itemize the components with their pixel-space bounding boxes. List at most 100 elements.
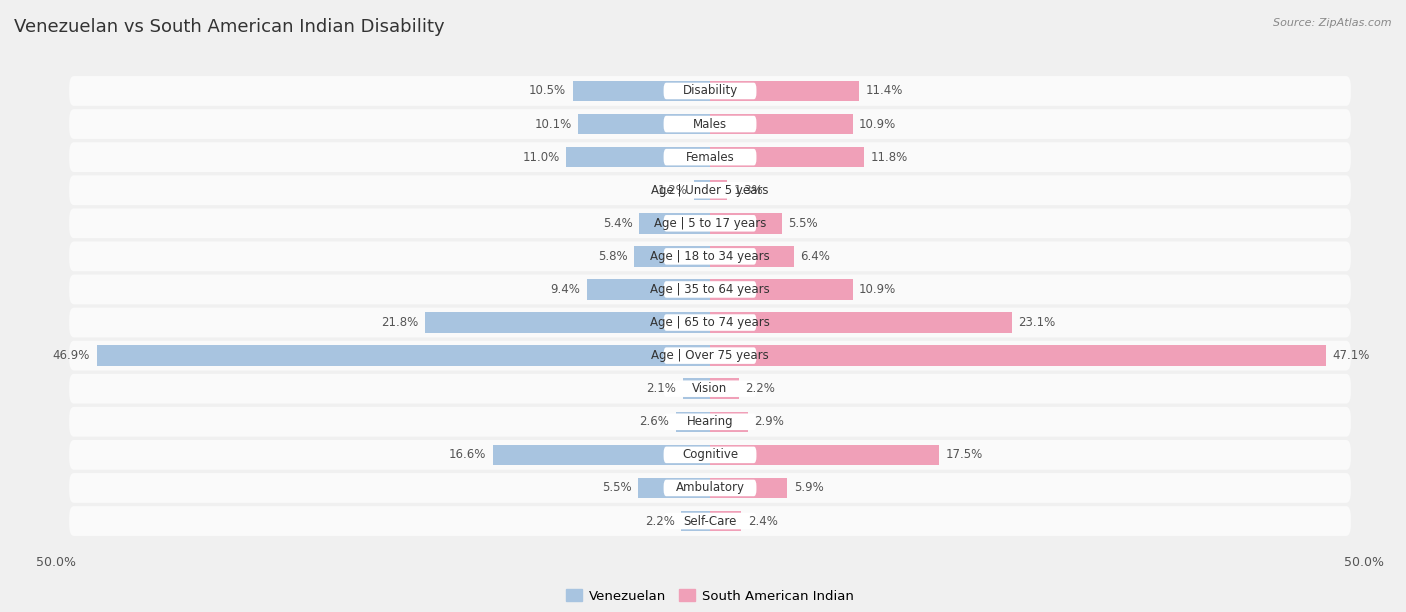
Text: 5.4%: 5.4% <box>603 217 633 230</box>
FancyBboxPatch shape <box>664 381 756 397</box>
Bar <box>494 444 710 465</box>
Bar <box>676 411 710 432</box>
Text: Vision: Vision <box>692 382 728 395</box>
Bar <box>425 312 710 333</box>
FancyBboxPatch shape <box>664 348 756 364</box>
Text: 5.8%: 5.8% <box>598 250 627 263</box>
Text: Self-Care: Self-Care <box>683 515 737 528</box>
Text: Venezuelan vs South American Indian Disability: Venezuelan vs South American Indian Disa… <box>14 18 444 36</box>
Text: 2.2%: 2.2% <box>745 382 775 395</box>
Text: 6.4%: 6.4% <box>800 250 830 263</box>
FancyBboxPatch shape <box>69 473 1351 503</box>
Bar <box>640 213 710 234</box>
FancyBboxPatch shape <box>69 374 1351 403</box>
Bar <box>710 378 738 399</box>
FancyBboxPatch shape <box>664 513 756 529</box>
Text: Females: Females <box>686 151 734 163</box>
Text: Age | 65 to 74 years: Age | 65 to 74 years <box>650 316 770 329</box>
FancyBboxPatch shape <box>664 315 756 331</box>
Bar <box>567 147 710 168</box>
FancyBboxPatch shape <box>69 506 1351 536</box>
Bar <box>695 180 710 201</box>
FancyBboxPatch shape <box>69 341 1351 370</box>
Text: Age | 35 to 64 years: Age | 35 to 64 years <box>650 283 770 296</box>
Bar <box>710 213 782 234</box>
Text: 17.5%: 17.5% <box>945 449 983 461</box>
Text: Males: Males <box>693 118 727 130</box>
Text: Age | 18 to 34 years: Age | 18 to 34 years <box>650 250 770 263</box>
Text: 2.9%: 2.9% <box>755 416 785 428</box>
Text: 2.2%: 2.2% <box>645 515 675 528</box>
Text: Source: ZipAtlas.com: Source: ZipAtlas.com <box>1274 18 1392 28</box>
Text: 5.5%: 5.5% <box>602 482 631 494</box>
Bar <box>710 511 741 531</box>
Bar <box>634 246 710 267</box>
Text: 9.4%: 9.4% <box>551 283 581 296</box>
FancyBboxPatch shape <box>664 116 756 132</box>
Bar <box>710 81 859 101</box>
Bar <box>682 378 710 399</box>
Text: Ambulatory: Ambulatory <box>675 482 745 494</box>
FancyBboxPatch shape <box>664 281 756 297</box>
Bar <box>710 312 1012 333</box>
Text: Cognitive: Cognitive <box>682 449 738 461</box>
FancyBboxPatch shape <box>69 440 1351 470</box>
Text: 2.6%: 2.6% <box>640 416 669 428</box>
Text: 21.8%: 21.8% <box>381 316 419 329</box>
FancyBboxPatch shape <box>69 308 1351 337</box>
Bar <box>710 411 748 432</box>
FancyBboxPatch shape <box>664 83 756 99</box>
Bar <box>578 114 710 134</box>
Bar <box>588 279 710 300</box>
Text: 11.0%: 11.0% <box>523 151 560 163</box>
Bar <box>710 279 852 300</box>
Text: 1.2%: 1.2% <box>658 184 688 196</box>
Text: 23.1%: 23.1% <box>1018 316 1056 329</box>
Bar <box>97 345 710 366</box>
FancyBboxPatch shape <box>69 275 1351 304</box>
FancyBboxPatch shape <box>69 76 1351 106</box>
Text: 47.1%: 47.1% <box>1333 349 1369 362</box>
FancyBboxPatch shape <box>664 480 756 496</box>
Bar <box>638 478 710 498</box>
Text: Hearing: Hearing <box>686 416 734 428</box>
Bar <box>710 180 727 201</box>
Text: Disability: Disability <box>682 84 738 97</box>
Text: 10.9%: 10.9% <box>859 283 897 296</box>
Text: Age | Under 5 years: Age | Under 5 years <box>651 184 769 196</box>
Bar <box>710 345 1326 366</box>
FancyBboxPatch shape <box>664 182 756 198</box>
FancyBboxPatch shape <box>664 414 756 430</box>
Text: 10.9%: 10.9% <box>859 118 897 130</box>
Text: 1.3%: 1.3% <box>734 184 763 196</box>
FancyBboxPatch shape <box>69 142 1351 172</box>
FancyBboxPatch shape <box>69 407 1351 437</box>
Bar <box>710 246 794 267</box>
Text: 16.6%: 16.6% <box>449 449 486 461</box>
FancyBboxPatch shape <box>69 242 1351 271</box>
FancyBboxPatch shape <box>69 209 1351 238</box>
Text: 5.9%: 5.9% <box>794 482 824 494</box>
Text: Age | 5 to 17 years: Age | 5 to 17 years <box>654 217 766 230</box>
FancyBboxPatch shape <box>664 447 756 463</box>
FancyBboxPatch shape <box>664 248 756 264</box>
Text: 2.4%: 2.4% <box>748 515 778 528</box>
Text: 5.5%: 5.5% <box>789 217 818 230</box>
FancyBboxPatch shape <box>69 175 1351 205</box>
FancyBboxPatch shape <box>69 109 1351 139</box>
Bar <box>710 444 939 465</box>
Bar <box>710 478 787 498</box>
Bar <box>572 81 710 101</box>
Text: 10.1%: 10.1% <box>534 118 571 130</box>
Bar <box>710 147 865 168</box>
Text: 11.8%: 11.8% <box>870 151 908 163</box>
Bar <box>710 114 852 134</box>
Text: 2.1%: 2.1% <box>647 382 676 395</box>
Text: Age | Over 75 years: Age | Over 75 years <box>651 349 769 362</box>
Text: 10.5%: 10.5% <box>529 84 567 97</box>
FancyBboxPatch shape <box>664 215 756 231</box>
FancyBboxPatch shape <box>664 149 756 165</box>
Bar <box>682 511 710 531</box>
Text: 46.9%: 46.9% <box>53 349 90 362</box>
Legend: Venezuelan, South American Indian: Venezuelan, South American Indian <box>561 584 859 608</box>
